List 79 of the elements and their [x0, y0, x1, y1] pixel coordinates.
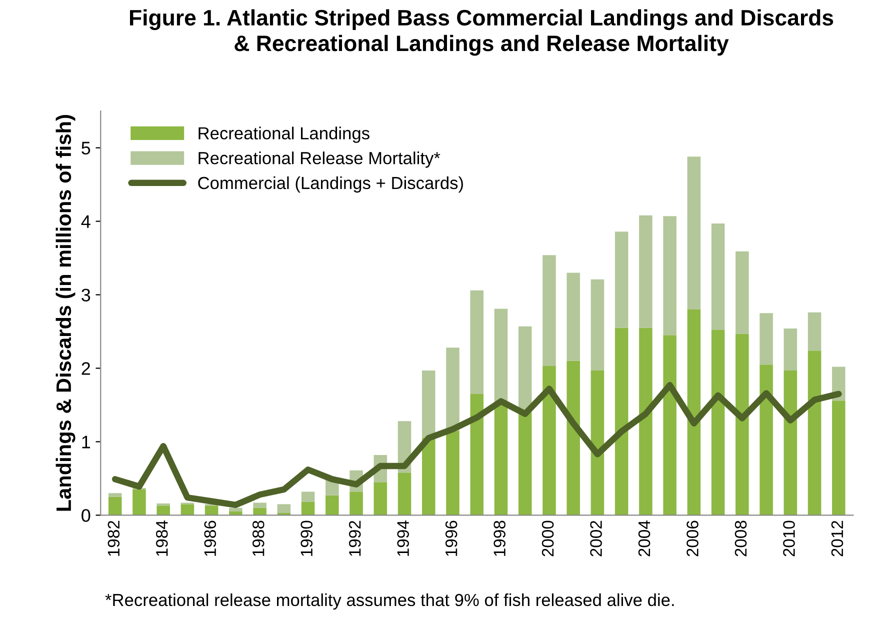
bar [156, 503, 170, 506]
bar [808, 312, 822, 351]
bar [470, 394, 484, 516]
bar [566, 360, 580, 516]
bar [518, 412, 532, 516]
bar [711, 330, 725, 516]
y-tick-label: 1 [82, 436, 90, 448]
bar [542, 255, 556, 366]
x-tick-label: 1998 [494, 520, 506, 556]
bar [156, 506, 170, 516]
bar [518, 326, 532, 412]
bar [736, 251, 749, 334]
bar [374, 482, 388, 516]
y-tick-label: 0 [82, 509, 90, 522]
legend-label: Commercial (Landings + Discards) [198, 176, 463, 193]
x-tick-label: 1984 [156, 520, 168, 556]
chart-title: Figure 1. Atlantic Striped Bass Commercial Landings and Discards & Recreational Landings and Release Mortality [130, 9, 834, 56]
bar [301, 502, 315, 516]
bar [108, 493, 122, 497]
bar [736, 334, 749, 516]
bar [614, 232, 628, 328]
x-tick-label: 2000 [542, 520, 554, 556]
bar [108, 496, 122, 516]
x-tick-label: 1986 [204, 520, 216, 556]
y-tick-label: 5 [82, 142, 90, 155]
bar [542, 366, 556, 516]
bar [614, 328, 628, 516]
x-tick-label: 2010 [783, 520, 795, 556]
bar [808, 350, 822, 516]
bar [398, 472, 412, 516]
x-tick-label: 1988 [252, 520, 264, 556]
bar [132, 489, 146, 516]
bar [204, 506, 218, 516]
bar [229, 508, 242, 512]
bar [470, 290, 484, 394]
bar [639, 328, 652, 516]
bar [422, 370, 436, 438]
bar [784, 328, 798, 370]
bar [832, 400, 846, 516]
x-tick-label: 1990 [300, 520, 313, 556]
bar [253, 508, 266, 516]
bar [446, 348, 460, 431]
bar [687, 309, 701, 516]
bar [180, 504, 194, 516]
bar [494, 404, 508, 516]
bar [566, 272, 580, 361]
bar [326, 495, 339, 516]
y-axis-title: Landings & Discards (in millions of fish) [56, 115, 76, 511]
bar [446, 430, 460, 516]
bar [350, 492, 363, 516]
y-tick-label: 4 [81, 215, 90, 228]
bar [639, 215, 652, 328]
x-tick-label: 1996 [445, 520, 458, 556]
legend-label: Recreational Release Mortality* [198, 152, 440, 168]
bar [301, 492, 315, 502]
y-tick-label: 2 [82, 362, 90, 375]
text: *Recreational release mortality assumes that 9% of fish released alive die. [105, 593, 674, 610]
x-tick-label: 2002 [590, 520, 602, 556]
bar [590, 370, 604, 516]
bar [687, 156, 701, 310]
x-tick-label: 2006 [686, 520, 698, 556]
legend-label: Recreational Landings [198, 126, 370, 143]
bar [784, 370, 798, 516]
bar [663, 216, 676, 336]
x-tick-label: 1982 [108, 520, 120, 556]
bar [760, 364, 773, 516]
x-tick-label: 2012 [831, 520, 844, 556]
bar [253, 502, 266, 508]
x-tick-label: 1994 [397, 520, 409, 556]
bar [277, 504, 291, 513]
x-tick-label: 1992 [348, 520, 361, 556]
x-tick-label: 2004 [638, 520, 650, 556]
bar [760, 313, 773, 365]
bar [711, 223, 725, 330]
bar [590, 279, 604, 370]
bar [422, 438, 436, 516]
x-tick-label: 2008 [734, 520, 747, 556]
y-tick-label: 3 [82, 288, 90, 302]
bar [663, 335, 676, 516]
